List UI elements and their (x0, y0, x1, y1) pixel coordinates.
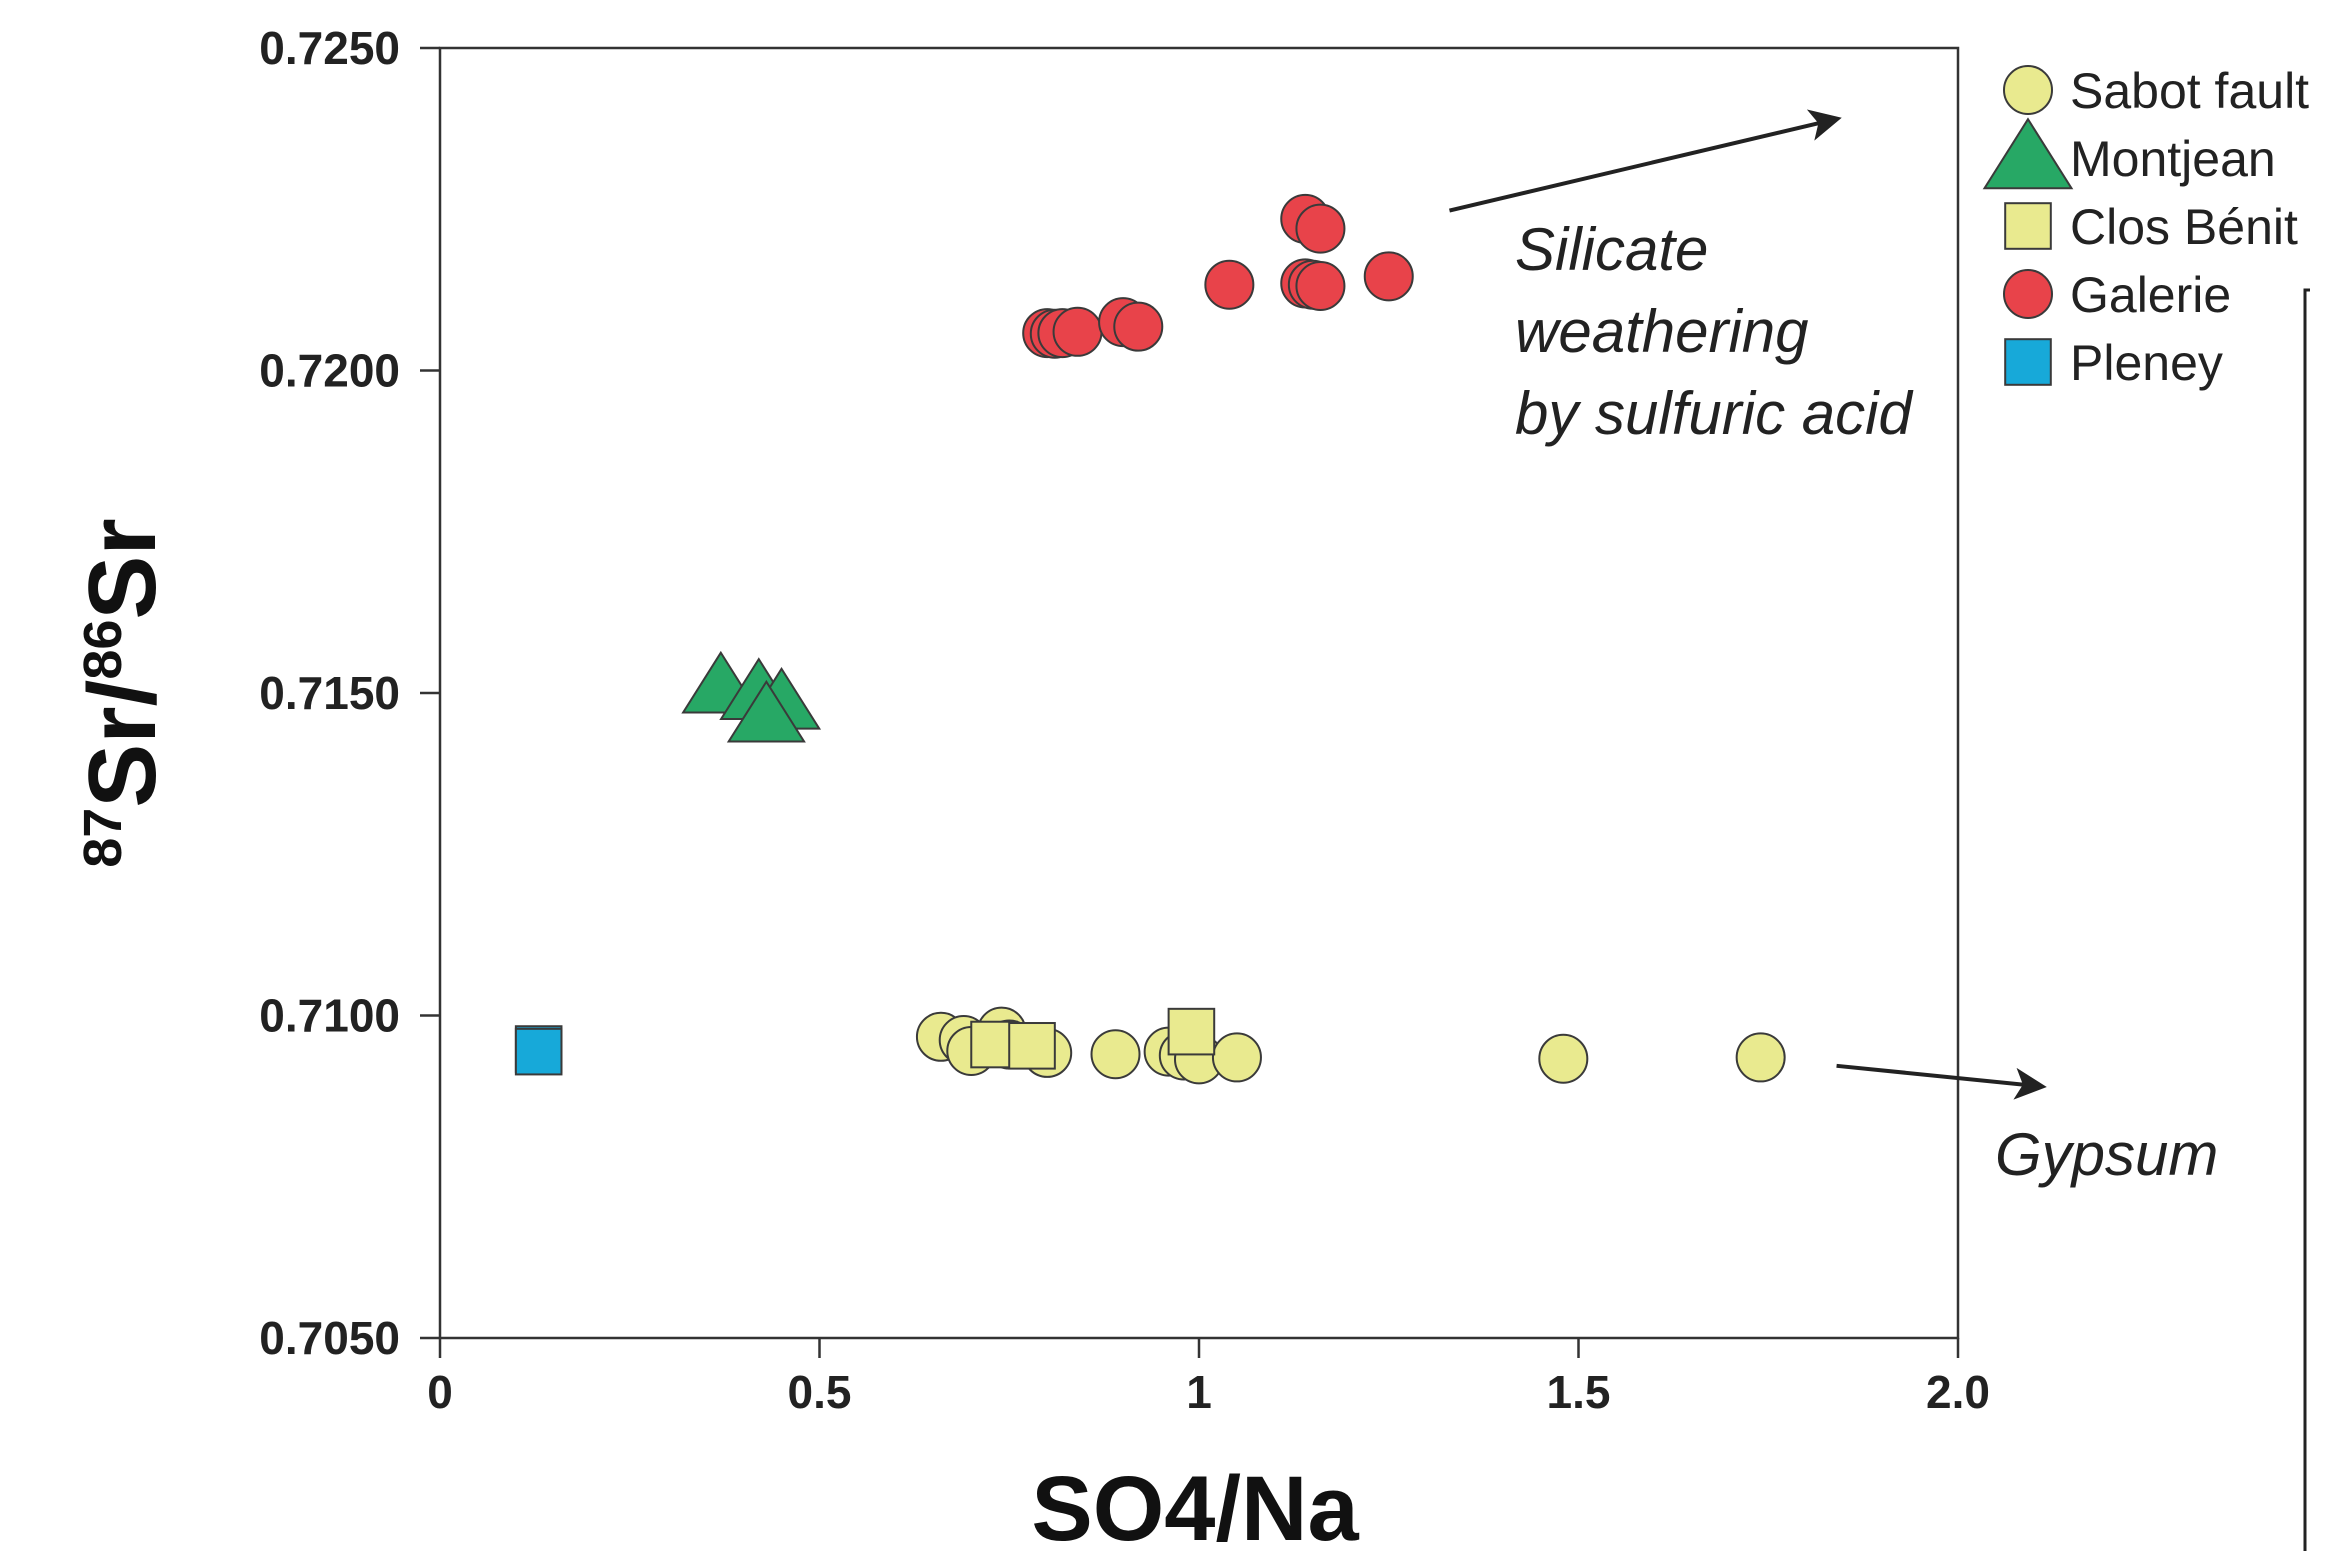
galerie-point (1204, 259, 1255, 310)
x-tick-label: 0.5 (788, 1366, 852, 1418)
x-axis-label: SO4/Na (1031, 1458, 1359, 1551)
y-axis-label-main1: Sr/ (69, 680, 176, 808)
y-axis-label: 87Sr/86Sr (69, 518, 176, 868)
x-axis-ticks: 0 0.5 1 1.5 2.0 (427, 1338, 1990, 1418)
pleney-point (514, 1027, 563, 1076)
y-tick-label: 0.7050 (259, 1312, 400, 1364)
annotation-text: by sulfuric acid (1515, 380, 1913, 447)
clos-benit-point (1008, 1022, 1056, 1070)
sabot-fault-point (1090, 1029, 1141, 1080)
galerie-point (1052, 306, 1103, 357)
y-axis-label-sup1: 87 (73, 808, 133, 868)
legend-marker (2003, 65, 2053, 115)
legend-label: Clos Bénit (2070, 199, 2298, 255)
y-axis-label-main2: Sr (69, 518, 176, 619)
y-tick-label: 0.7150 (259, 667, 400, 719)
y-axis-ticks: 0.7050 0.7100 0.7150 0.7200 0.7250 (259, 22, 440, 1364)
legend-label: Sabot fault (2070, 63, 2309, 119)
side-bracket-line (2303, 288, 2310, 1551)
y-tick-label: 0.7250 (259, 22, 400, 74)
legend-marker (2004, 202, 2052, 250)
data-points (514, 193, 1786, 1085)
x-tick-label: 0 (427, 1366, 453, 1418)
galerie-point (1113, 301, 1164, 352)
clos-benit-point (1167, 1007, 1216, 1056)
legend-marker (1982, 117, 2074, 190)
sabot-fault-point (1211, 1032, 1262, 1083)
sabot-fault-point (1735, 1032, 1786, 1083)
annotation-arrow (1449, 109, 1842, 213)
legend-label: Pleney (2070, 335, 2223, 391)
galerie-point (1295, 203, 1346, 254)
annotations: Silicate weathering by sulfuric acid Gypsum (1449, 109, 2218, 1188)
annotation-arrow (1836, 1063, 2047, 1100)
sabot-fault-point (1538, 1033, 1589, 1084)
plot-area-frame (438, 46, 1960, 1340)
y-axis-label-sup2: 86 (73, 620, 133, 680)
x-tick-label: 1.5 (1547, 1366, 1611, 1418)
annotation-text: weathering (1515, 298, 1809, 365)
y-tick-label: 0.7100 (259, 990, 400, 1042)
galerie-point (1295, 261, 1346, 312)
montjean-point (726, 679, 806, 743)
legend: Sabot fault Montjean Clos Bénit Galerie Plen… (1982, 63, 2309, 391)
legend-marker (2004, 338, 2052, 386)
legend-label: Montjean (2070, 131, 2276, 187)
annotation-text: Silicate (1515, 216, 1708, 283)
x-tick-label: 2.0 (1926, 1366, 1990, 1418)
x-tick-label: 1 (1186, 1366, 1212, 1418)
legend-marker (2003, 269, 2053, 319)
legend-label: Galerie (2070, 267, 2231, 323)
annotation-text: Gypsum (1995, 1121, 2218, 1188)
y-tick-label: 0.7200 (259, 345, 400, 397)
galerie-point (1363, 251, 1414, 302)
